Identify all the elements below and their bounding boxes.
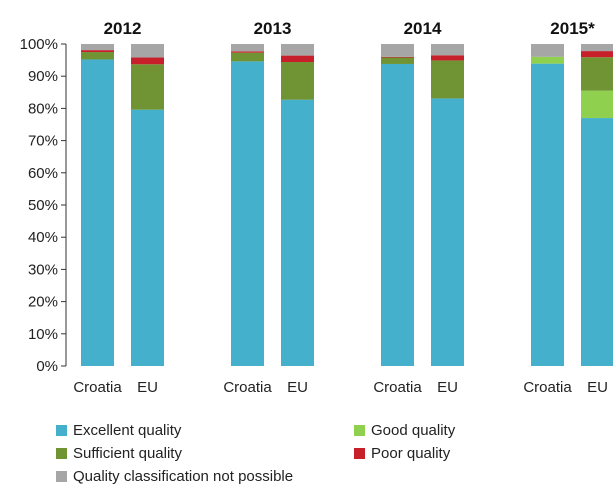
legend: Excellent quality Good quality Sufficien… (56, 422, 596, 486)
legend-item-excellent: Excellent quality (56, 422, 181, 439)
y-tick-label-80: 80% (28, 100, 58, 117)
y-tick-label-30: 30% (28, 261, 58, 278)
legend-label-not-possible: Quality classification not possible (73, 468, 294, 485)
bar-2012-eu-quality-classification-not-possible (131, 44, 164, 58)
bar-2013-croatia-excellent-quality (231, 61, 264, 366)
bar-2015-croatia-excellent-quality (531, 63, 564, 366)
bar-2013-eu-sufficient-quality (281, 62, 314, 100)
legend-label-good: Good quality (371, 422, 456, 439)
y-tick-label-90: 90% (28, 68, 58, 85)
bar-2014-eu-sufficient-quality (431, 60, 464, 99)
bar-2014-croatia-sufficient-quality (381, 57, 414, 64)
x-tick-label-2015-croatia: Croatia (523, 379, 572, 396)
legend-label-poor: Poor quality (371, 445, 451, 462)
bar-2012-croatia-sufficient-quality (81, 52, 114, 60)
bar-2012-croatia-poor-quality (81, 50, 114, 53)
bar-2015-eu-excellent-quality (581, 118, 613, 366)
legend-swatch-sufficient (56, 448, 67, 459)
bar-2015-croatia-good-quality (531, 56, 564, 64)
x-tick-label-2012-eu: EU (137, 379, 158, 396)
legend-swatch-not-possible (56, 471, 67, 482)
bar-2015-eu-quality-classification-not-possible (581, 44, 613, 52)
legend-item-not-possible: Quality classification not possible (56, 468, 293, 485)
legend-item-sufficient: Sufficient quality (56, 445, 182, 462)
bar-2014-croatia-quality-classification-not-possible (381, 44, 414, 57)
group-title-2013: 2013 (254, 19, 292, 38)
y-tick-label-0: 0% (36, 358, 58, 375)
x-tick-label-2014-eu: EU (437, 379, 458, 396)
legend-swatch-poor (354, 448, 365, 459)
bar-2015-eu-sufficient-quality (581, 57, 613, 91)
legend-swatch-excellent (56, 425, 67, 436)
bar-2013-croatia-sufficient-quality (231, 52, 264, 62)
x-tick-label-2012-croatia: Croatia (73, 379, 122, 396)
bar-2014-eu-excellent-quality (431, 98, 464, 366)
bar-2013-eu-excellent-quality (281, 99, 314, 367)
bar-2015-eu-poor-quality (581, 51, 613, 58)
bar-2014-croatia-poor-quality (381, 56, 414, 58)
x-tick-label-2013-eu: EU (287, 379, 308, 396)
bar-2012-croatia-quality-classification-not-possible (81, 44, 114, 51)
y-tick-label-40: 40% (28, 229, 58, 246)
bar-2012-eu-excellent-quality (131, 109, 164, 367)
bar-2013-croatia-poor-quality (231, 51, 264, 53)
group-title-2015: 2015* (550, 19, 595, 38)
bar-2014-eu-quality-classification-not-possible (431, 44, 464, 56)
y-tick-label-100: 100% (20, 36, 58, 53)
legend-label-sufficient: Sufficient quality (73, 445, 182, 462)
x-tick-label-2015-eu: EU (587, 379, 608, 396)
y-tick-label-70: 70% (28, 133, 58, 150)
bar-2014-eu-poor-quality (431, 55, 464, 61)
bar-2013-croatia-quality-classification-not-possible (231, 44, 264, 52)
legend-item-poor: Poor quality (354, 445, 450, 462)
bar-2012-croatia-excellent-quality (81, 59, 114, 367)
y-tick-label-60: 60% (28, 165, 58, 182)
y-tick-label-10: 10% (28, 326, 58, 343)
x-tick-label-2014-croatia: Croatia (373, 379, 422, 396)
group-title-2014: 2014 (404, 19, 442, 38)
bar-2014-croatia-excellent-quality (381, 63, 414, 367)
legend-label-excellent: Excellent quality (73, 422, 182, 439)
legend-item-good: Good quality (354, 422, 455, 439)
y-tick-label-20: 20% (28, 294, 58, 311)
x-tick-label-2013-croatia: Croatia (223, 379, 272, 396)
bar-2013-eu-poor-quality (281, 55, 314, 63)
bar-2012-eu-poor-quality (131, 57, 164, 65)
group-title-2012: 2012 (104, 19, 142, 38)
bar-2015-croatia-quality-classification-not-possible (531, 44, 564, 57)
legend-swatch-good (354, 425, 365, 436)
bar-2012-eu-sufficient-quality (131, 64, 164, 110)
bar-2015-eu-good-quality (581, 90, 613, 119)
bar-2013-eu-quality-classification-not-possible (281, 44, 314, 56)
y-tick-label-50: 50% (28, 197, 58, 214)
